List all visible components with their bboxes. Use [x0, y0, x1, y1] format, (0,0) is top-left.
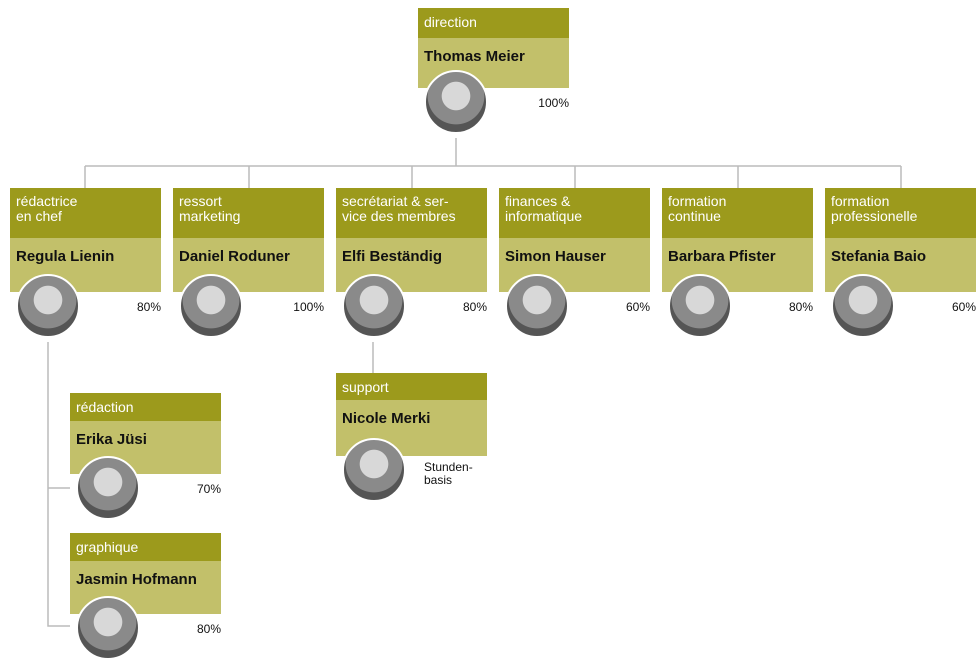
role-line: graphique	[76, 540, 215, 555]
workload-line: 80%	[662, 301, 813, 314]
workload: 80%	[336, 301, 487, 314]
connector	[85, 138, 901, 188]
workload: Stunden-basis	[424, 461, 473, 487]
person-photo	[342, 438, 406, 502]
role-line: vice des membres	[342, 209, 481, 224]
workload: 80%	[10, 301, 161, 314]
role-label: rédaction	[70, 393, 221, 421]
workload-line: 70%	[70, 483, 221, 496]
connector	[48, 342, 70, 626]
role-label: secrétariat & ser-vice des membres	[336, 188, 487, 238]
role-line: rédaction	[76, 400, 215, 415]
workload: 60%	[499, 301, 650, 314]
role-line: direction	[424, 15, 563, 30]
workload-line: basis	[424, 474, 473, 487]
role-line: secrétariat & ser-	[342, 194, 481, 209]
role-label: graphique	[70, 533, 221, 561]
role-line: informatique	[505, 209, 644, 224]
org-chart: (() => { const data = JSON.parse(documen…	[0, 0, 980, 639]
role-line: formation	[668, 194, 807, 209]
role-line: rédactrice	[16, 194, 155, 209]
role-line: ressort	[179, 194, 318, 209]
role-line: marketing	[179, 209, 318, 224]
role-label: support	[336, 373, 487, 400]
role-line: en chef	[16, 209, 155, 224]
role-line: finances &	[505, 194, 644, 209]
workload-line: 100%	[418, 97, 569, 110]
role-label: direction	[418, 8, 569, 38]
workload: 60%	[825, 301, 976, 314]
workload-line: 60%	[499, 301, 650, 314]
role-label: finances &informatique	[499, 188, 650, 238]
workload-line: 100%	[173, 301, 324, 314]
workload: 100%	[173, 301, 324, 314]
workload: 80%	[70, 623, 221, 636]
role-line: continue	[668, 209, 807, 224]
workload-line: 80%	[10, 301, 161, 314]
role-line: support	[342, 380, 481, 395]
workload: 100%	[418, 97, 569, 110]
workload-line: 60%	[825, 301, 976, 314]
role-line: professionelle	[831, 209, 970, 224]
workload: 80%	[662, 301, 813, 314]
role-line: formation	[831, 194, 970, 209]
workload-line: 80%	[70, 623, 221, 636]
workload-line: 80%	[336, 301, 487, 314]
workload: 70%	[70, 483, 221, 496]
